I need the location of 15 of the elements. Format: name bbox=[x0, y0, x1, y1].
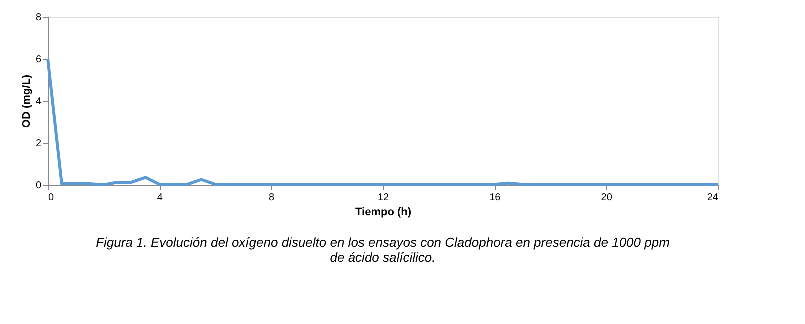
x-tick-label: 16 bbox=[490, 192, 502, 204]
x-tick-label: 4 bbox=[157, 192, 164, 204]
x-tick-label: 12 bbox=[378, 192, 390, 204]
y-tick-label: 8 bbox=[36, 12, 42, 24]
y-axis-title: OD (mg/L) bbox=[20, 74, 33, 128]
x-tick-label: 8 bbox=[269, 192, 276, 204]
text: Figura 1. Evolución del oxígeno disuelto en los ensayos con Cladophora en presencia de 1000 ppm de ácido salícilico. bbox=[96, 235, 670, 265]
y-tick-label: 4 bbox=[36, 96, 42, 108]
x-tick-label: 20 bbox=[601, 192, 613, 204]
y-tick-label: 6 bbox=[36, 54, 42, 66]
y-tick-label: 2 bbox=[36, 138, 42, 150]
x-tick-label: 0 bbox=[48, 192, 54, 204]
x-axis-title: Tiempo (h) bbox=[355, 206, 412, 218]
x-tick-label: 24 bbox=[707, 192, 719, 204]
y-tick-label: 0 bbox=[36, 180, 42, 192]
